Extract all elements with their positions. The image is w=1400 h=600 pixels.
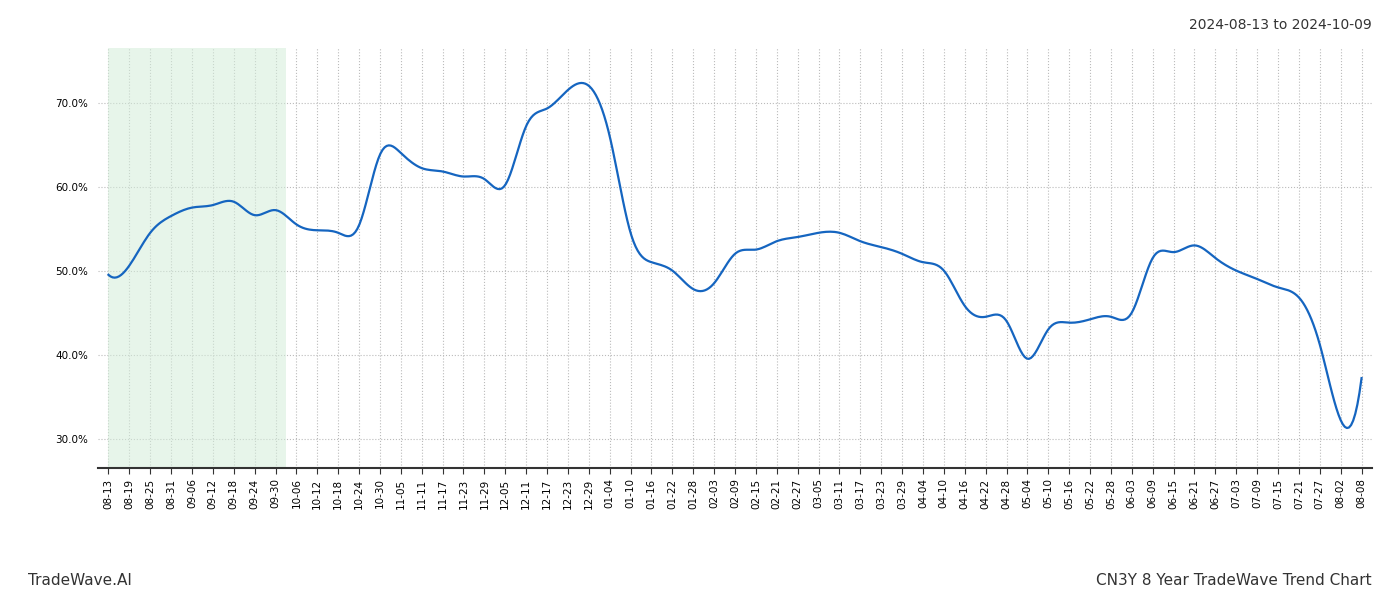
Bar <box>108 48 286 468</box>
Text: TradeWave.AI: TradeWave.AI <box>28 573 132 588</box>
Text: 2024-08-13 to 2024-10-09: 2024-08-13 to 2024-10-09 <box>1189 18 1372 32</box>
Text: CN3Y 8 Year TradeWave Trend Chart: CN3Y 8 Year TradeWave Trend Chart <box>1096 573 1372 588</box>
